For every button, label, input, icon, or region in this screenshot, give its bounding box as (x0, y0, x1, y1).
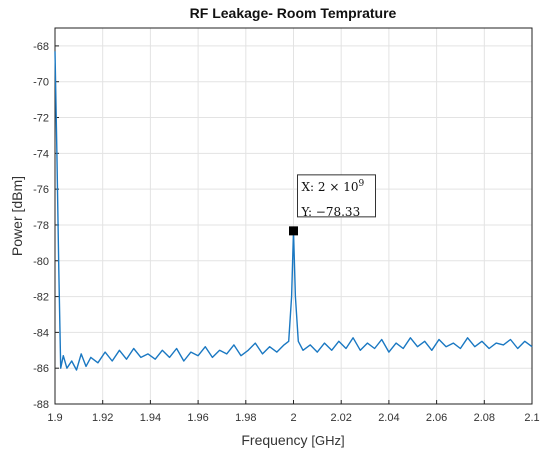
y-tick-label: -70 (33, 77, 49, 89)
y-tick-label: -78 (33, 220, 49, 232)
y-tick-label: -82 (33, 292, 49, 304)
y-tick-label: -76 (33, 184, 49, 196)
x-tick-label: 1.9 (47, 412, 62, 424)
y-tick-label: -86 (33, 363, 49, 375)
x-tick-label: 1.94 (140, 412, 161, 424)
x-tick-label: 2.08 (474, 412, 495, 424)
data-tip-box (297, 174, 376, 218)
x-axis-label-name: Frequency (241, 432, 307, 448)
y-tick-label: -84 (33, 327, 49, 339)
x-tick-label: 1.98 (235, 412, 256, 424)
y-axis-label: Power [dBm] (9, 176, 25, 256)
y-axis-ticks: -68 -70 -72 -74 -76 -78 -80 -82 -84 -86 -88 (33, 41, 59, 411)
x-tick-label: 2.06 (426, 412, 447, 424)
x-tick-label: 2.04 (378, 412, 399, 424)
y-tick-label: -88 (33, 399, 49, 411)
chart-title: RF Leakage- Room Temprature (190, 5, 397, 21)
x-tick-label: 2 (290, 412, 296, 424)
data-tip-x-label: X: 2 × 109 (302, 179, 365, 194)
y-tick-label: -74 (33, 148, 49, 160)
data-tip-marker[interactable] (289, 226, 298, 236)
x-axis-label-unit: [GHz] (311, 433, 344, 448)
data-tip[interactable]: X: 2 × 109 Y: −78.33 (289, 174, 376, 236)
x-axis-label: Frequency [GHz] (241, 432, 344, 448)
x-tick-label: 2.02 (330, 412, 351, 424)
x-axis-ticks: 1.9 1.92 1.94 1.96 1.98 2 2.02 2.04 2.06 2.08 2.1 (47, 400, 540, 424)
x-tick-label: 2.1 (524, 412, 539, 424)
y-tick-label: -80 (33, 256, 49, 268)
x-tick-label: 1.96 (187, 412, 208, 424)
y-tick-label: -72 (33, 113, 49, 125)
x-tick-label: 1.92 (92, 412, 113, 424)
data-tip-y-label: Y: −78.33 (301, 205, 361, 219)
y-tick-label: -68 (33, 41, 49, 53)
power-series-line (54, 51, 533, 371)
